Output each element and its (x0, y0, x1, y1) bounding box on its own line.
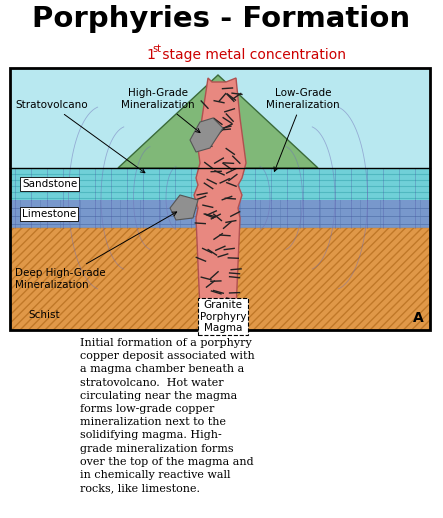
Bar (10, 168, 430, 200)
Text: Initial formation of a porphyry
copper deposit associated with
a magma chamber b: Initial formation of a porphyry copper d… (80, 338, 255, 493)
Text: st: st (152, 44, 162, 54)
Text: Schist: Schist (28, 310, 60, 320)
Bar (10, 68, 430, 330)
Text: Porphyries - Formation: Porphyries - Formation (32, 5, 411, 33)
Bar (10, 228, 430, 330)
Bar (10, 228, 430, 330)
Text: A: A (412, 311, 424, 325)
Polygon shape (190, 118, 223, 152)
Text: Deep High-Grade
Mineralization: Deep High-Grade Mineralization (15, 212, 177, 290)
Text: Sandstone: Sandstone (22, 179, 77, 189)
Text: Limestone: Limestone (22, 209, 76, 219)
Bar (10, 200, 430, 228)
Text: Stratovolcano: Stratovolcano (15, 100, 145, 172)
Polygon shape (118, 75, 318, 168)
Text: Low-Grade
Mineralization: Low-Grade Mineralization (266, 88, 340, 171)
Bar (10, 68, 430, 168)
Text: stage metal concentration: stage metal concentration (159, 48, 346, 62)
Text: 1: 1 (147, 48, 155, 62)
Text: Granite
Porphyry
Magma: Granite Porphyry Magma (200, 300, 246, 333)
Polygon shape (194, 78, 246, 328)
Polygon shape (170, 195, 198, 220)
Text: High-Grade
Mineralization: High-Grade Mineralization (121, 88, 200, 133)
